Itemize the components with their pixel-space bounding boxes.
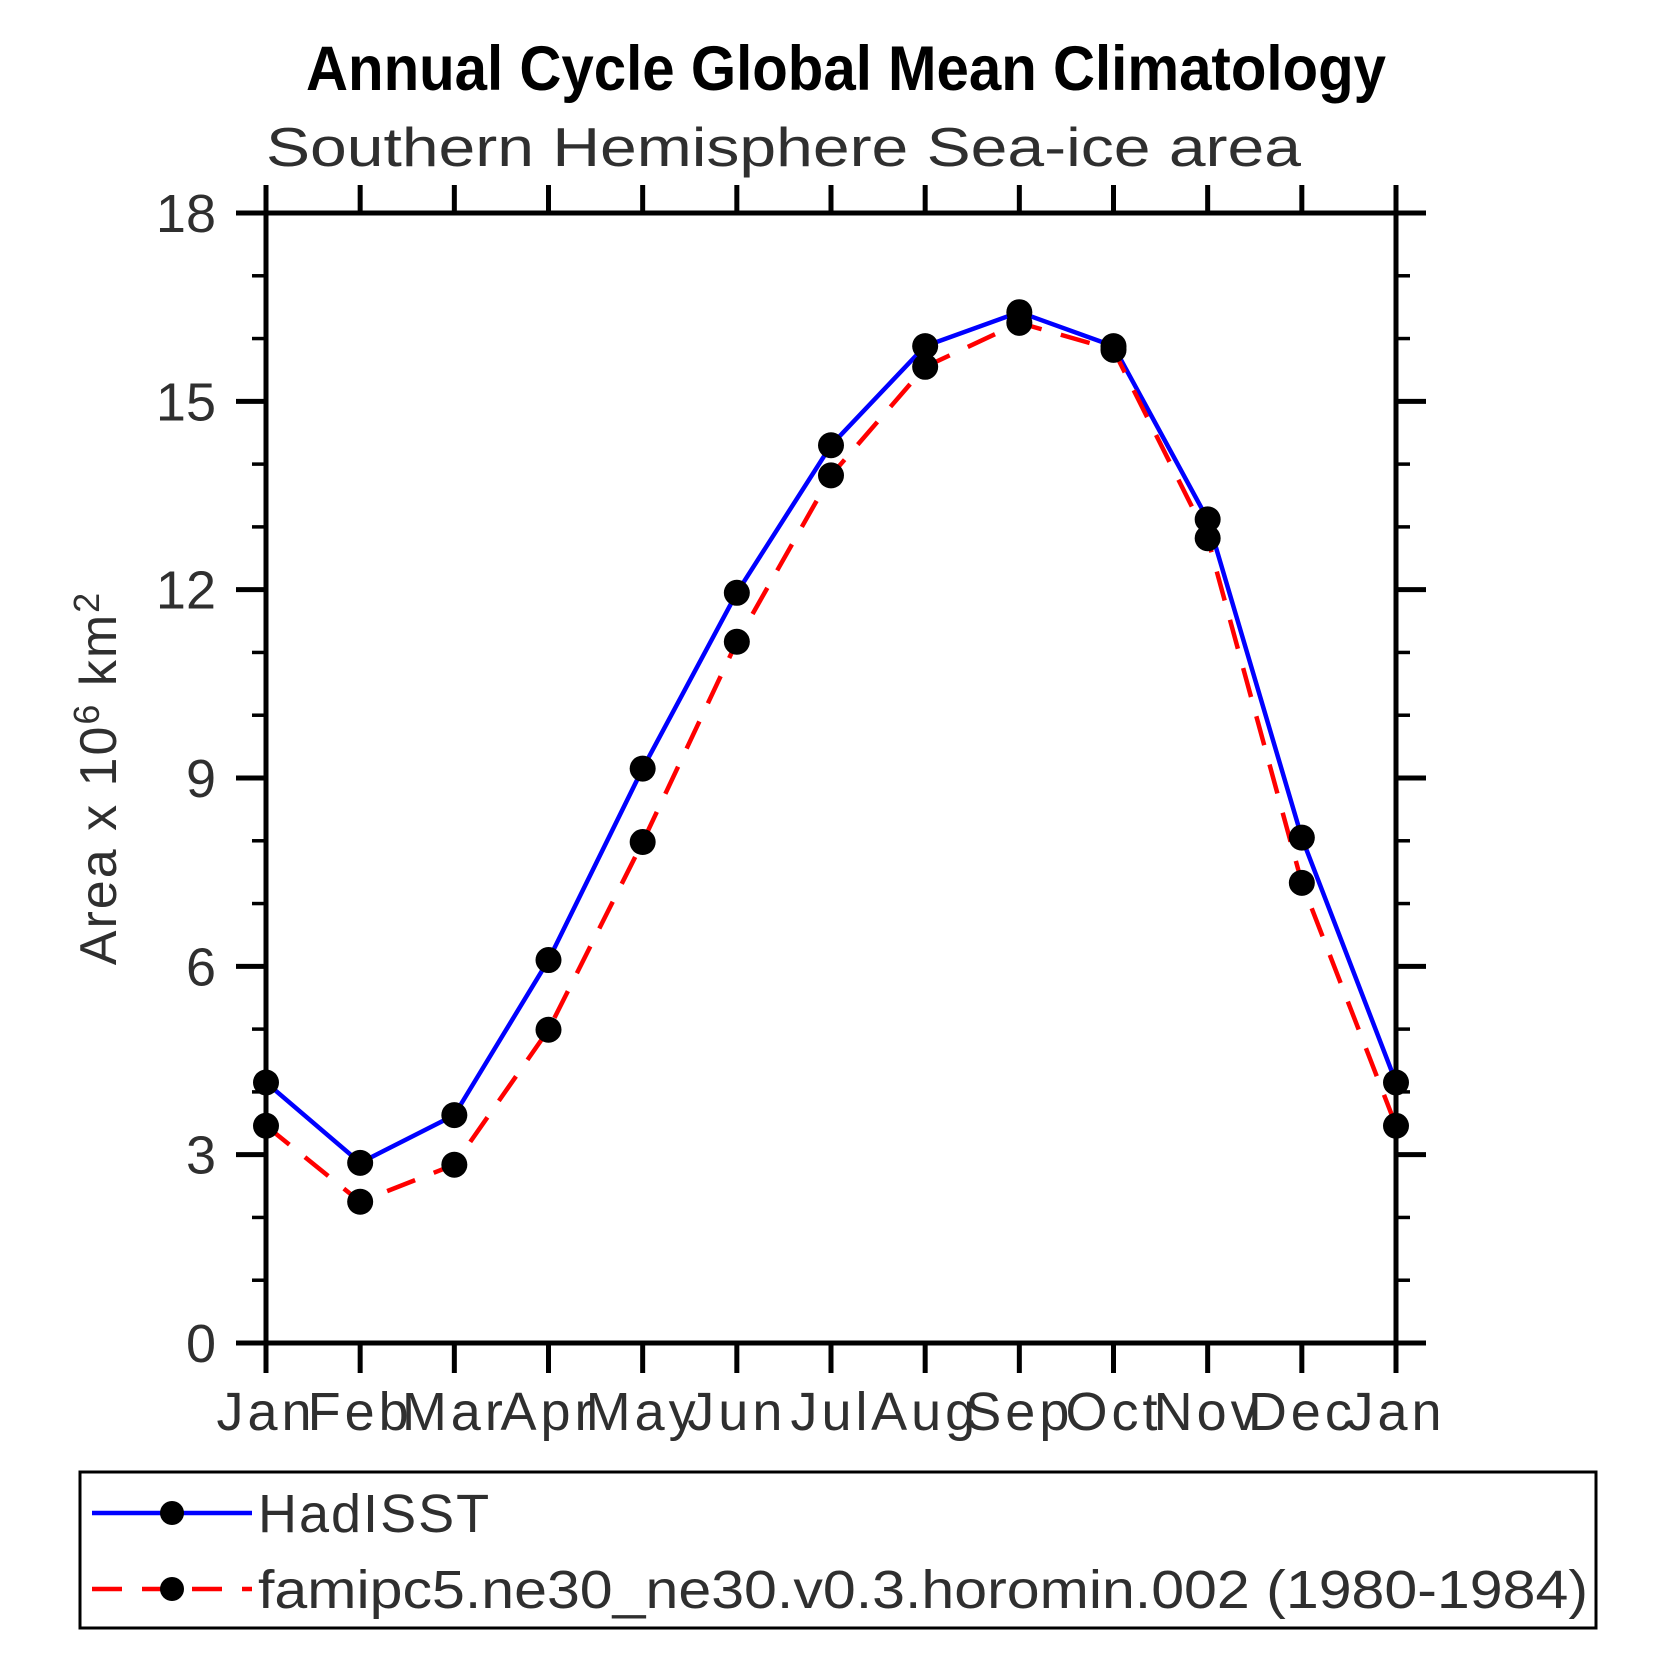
y-axis-label-unit: km bbox=[70, 613, 128, 686]
data-point-model-may-4 bbox=[629, 829, 656, 856]
legend-entry-model: famipc5.ne30_ne30.v0.3.horomin.002 (1980… bbox=[92, 1560, 1588, 1620]
x-tick-label: Aug bbox=[871, 1382, 979, 1442]
data-point-hadisst-jan-0 bbox=[253, 1069, 279, 1096]
data-point-hadisst-jun-5 bbox=[723, 579, 750, 606]
legend-entry-hadisst: HadISST bbox=[92, 1484, 491, 1544]
data-point-hadisst-nov-10 bbox=[1194, 506, 1221, 533]
data-point-hadisst-mar-2 bbox=[441, 1102, 468, 1129]
y-axis-label-main: Area x 10 bbox=[70, 725, 128, 966]
y-tick-label: 9 bbox=[186, 749, 216, 809]
data-point-model-jan-12 bbox=[1383, 1112, 1409, 1139]
y-axis-label-exponent: 6 bbox=[66, 703, 107, 725]
data-point-model-feb-1 bbox=[347, 1188, 374, 1215]
data-point-hadisst-feb-1 bbox=[347, 1149, 374, 1176]
x-tick-label: Mar bbox=[402, 1382, 507, 1442]
y-tick-label: 0 bbox=[186, 1314, 216, 1374]
x-tick-label: Jun bbox=[687, 1382, 786, 1442]
data-point-model-jan-0 bbox=[253, 1112, 279, 1139]
data-point-model-jun-5 bbox=[723, 628, 750, 655]
x-tick-label: Oct bbox=[1065, 1382, 1161, 1442]
chart-title: Annual Cycle Global Mean Climatology bbox=[306, 34, 1386, 104]
x-tick-label: Jul bbox=[790, 1382, 871, 1442]
x-tick-label: Dec bbox=[1248, 1382, 1356, 1442]
legend-marker-dot bbox=[160, 1501, 184, 1525]
data-point-model-sep-8 bbox=[1006, 309, 1033, 336]
data-point-model-oct-9 bbox=[1100, 336, 1127, 363]
chart-subtitle: Southern Hemisphere Sea-ice area bbox=[266, 116, 1301, 178]
x-tick-label: Feb bbox=[308, 1382, 413, 1442]
data-point-model-apr-3 bbox=[535, 1016, 562, 1043]
data-point-model-mar-2 bbox=[441, 1151, 468, 1178]
legend-box bbox=[78, 1470, 1598, 1630]
legend: HadISST famipc5.ne30_ne30.v0.3.horomin.0… bbox=[78, 1470, 1598, 1630]
legend-marker-dot bbox=[160, 1577, 184, 1601]
data-point-hadisst-dec-11 bbox=[1288, 824, 1315, 851]
y-tick-label: 18 bbox=[156, 184, 216, 244]
data-point-model-jul-6 bbox=[818, 462, 844, 489]
data-point-hadisst-jul-6 bbox=[818, 432, 844, 459]
x-tick-label: Apr bbox=[500, 1382, 596, 1442]
y-axis-label: Area x 106 km2 bbox=[66, 591, 128, 965]
data-point-hadisst-aug-7 bbox=[912, 333, 939, 360]
x-tick-label: Jan bbox=[1346, 1382, 1445, 1442]
data-point-hadisst-jan-12 bbox=[1383, 1069, 1409, 1096]
data-point-hadisst-may-4 bbox=[629, 755, 656, 782]
x-tick-label: Sep bbox=[965, 1382, 1073, 1442]
x-tick-label: Jan bbox=[216, 1382, 315, 1442]
y-axis-label-unit-exponent: 2 bbox=[66, 591, 107, 613]
data-point-model-dec-11 bbox=[1288, 869, 1315, 896]
legend-label-model-run: famipc5.ne30_ne30.v0.3.horomin.002 (1980… bbox=[258, 1560, 1588, 1620]
x-tick-label: May bbox=[586, 1382, 700, 1442]
y-tick-label: 12 bbox=[156, 561, 216, 621]
legend-label-hadisst: HadISST bbox=[258, 1484, 491, 1544]
y-tick-label: 15 bbox=[156, 372, 216, 432]
data-point-model-aug-7 bbox=[912, 353, 939, 380]
x-tick-label: Nov bbox=[1154, 1382, 1262, 1442]
y-tick-label: 6 bbox=[186, 937, 216, 997]
y-tick-label: 3 bbox=[186, 1126, 216, 1186]
data-point-model-nov-10 bbox=[1194, 525, 1221, 552]
data-point-hadisst-apr-3 bbox=[535, 947, 562, 974]
